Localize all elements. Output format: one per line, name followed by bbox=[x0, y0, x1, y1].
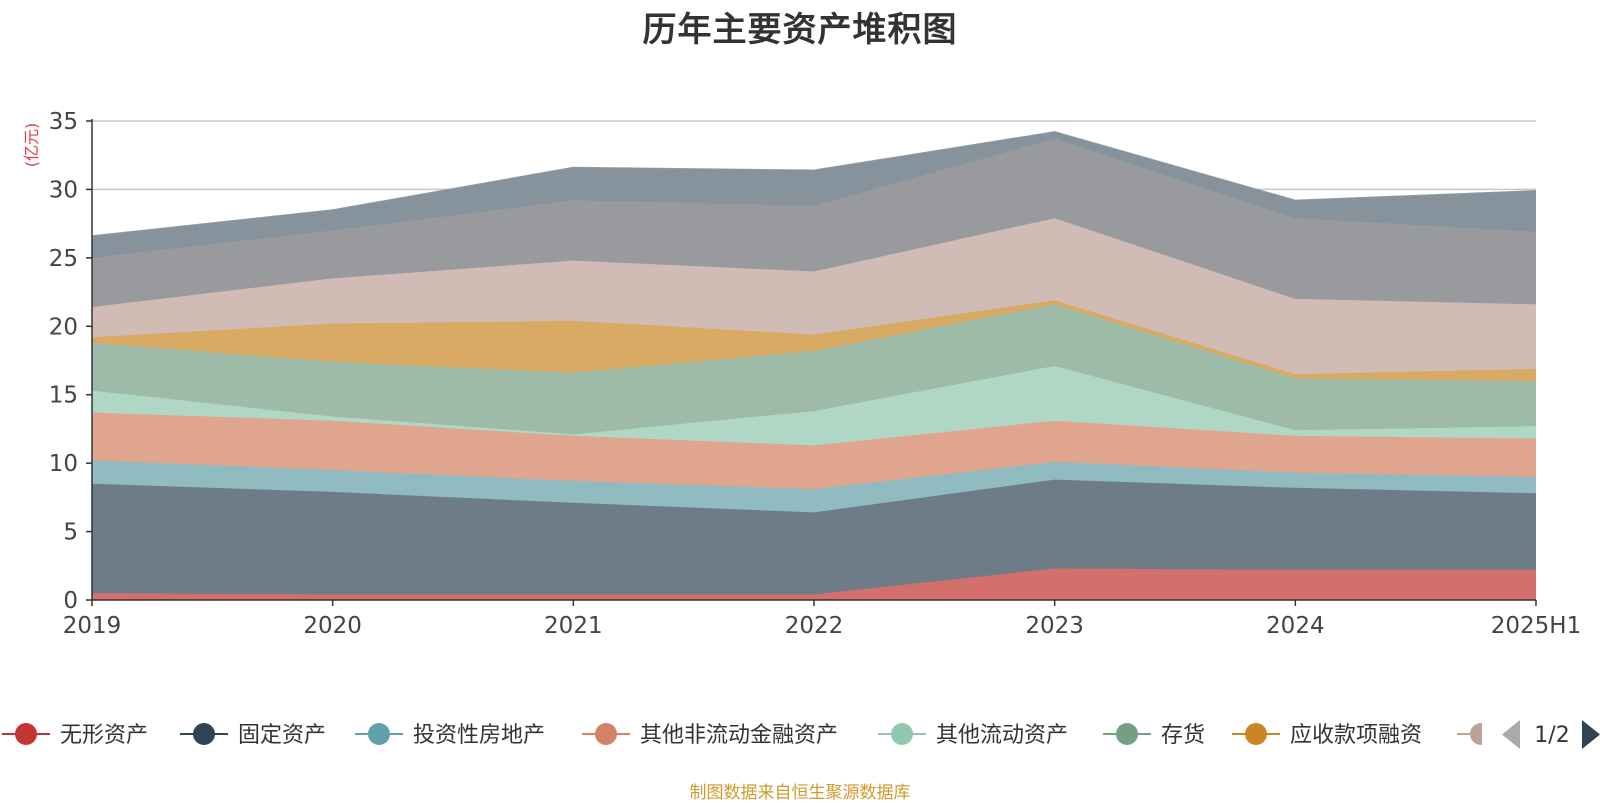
y-tick-label: 30 bbox=[49, 177, 78, 203]
x-tick-label: 2025H1 bbox=[1491, 613, 1581, 639]
legend-label: 应收款项融资 bbox=[1290, 723, 1422, 748]
legend-label: 投资性房地产 bbox=[413, 723, 545, 748]
y-tick-label: 15 bbox=[49, 383, 78, 409]
legend-item[interactable]: 存货 bbox=[1103, 723, 1205, 748]
area-series-2 bbox=[92, 479, 1536, 595]
y-tick-label: 5 bbox=[63, 520, 78, 546]
legend-label: 其他流动资产 bbox=[936, 723, 1068, 748]
x-tick-label: 2020 bbox=[303, 613, 362, 639]
area-series-4 bbox=[92, 412, 1536, 490]
legend-item[interactable]: 无形资产 bbox=[2, 723, 148, 748]
area-series-7 bbox=[92, 300, 1536, 381]
legend[interactable]: 无形资产 固定资产 投资性房地产 其他非流动金融资产 其他流动资产 存货 应收款项融资 1/2 bbox=[2, 718, 1600, 750]
legend-swatch-dot bbox=[15, 723, 37, 745]
legend-next-page-icon[interactable] bbox=[1582, 720, 1600, 749]
y-tick-label: 35 bbox=[49, 109, 78, 135]
area-series-1 bbox=[92, 568, 1536, 600]
x-tick-label: 2022 bbox=[785, 613, 844, 639]
legend-swatch-dot bbox=[1116, 723, 1138, 745]
x-tick-label: 2019 bbox=[63, 613, 122, 639]
legend-item[interactable]: 其他流动资产 bbox=[878, 723, 1068, 748]
area-series-edge-10 bbox=[91, 131, 1537, 237]
legend-label: 其他非流动金融资产 bbox=[640, 723, 838, 748]
area-series-8 bbox=[92, 218, 1536, 375]
y-tick-label: 0 bbox=[63, 588, 78, 614]
legend-label: 无形资产 bbox=[60, 723, 148, 748]
x-tick-label: 2023 bbox=[1025, 613, 1084, 639]
legend-swatch-dot bbox=[1245, 723, 1267, 745]
area-series-9 bbox=[92, 138, 1536, 308]
x-tick-label: 2024 bbox=[1266, 613, 1325, 639]
area-series-6 bbox=[92, 304, 1536, 435]
y-axis-unit-label: (亿元) bbox=[22, 123, 41, 168]
legend-item[interactable]: 其他非流动金融资产 bbox=[582, 723, 838, 748]
legend-pager-text: 1/2 bbox=[1534, 723, 1569, 748]
legend-swatch-dot bbox=[595, 723, 617, 745]
area-series bbox=[91, 131, 1537, 600]
y-tick-label: 20 bbox=[49, 314, 78, 340]
area-series-3 bbox=[92, 460, 1536, 513]
legend-clip-mask bbox=[1482, 718, 1498, 750]
legend-swatch-dot bbox=[891, 723, 913, 745]
legend-prev-page-icon[interactable] bbox=[1502, 720, 1520, 749]
legend-item[interactable]: 应收款项融资 bbox=[1232, 723, 1422, 748]
area-series-10 bbox=[92, 131, 1536, 258]
data-source-note: 制图数据来自恒生聚源数据库 bbox=[689, 783, 911, 803]
legend-label: 固定资产 bbox=[238, 723, 326, 748]
legend-label: 存货 bbox=[1161, 723, 1205, 748]
legend-swatch-dot bbox=[368, 723, 390, 745]
legend-item[interactable]: 投资性房地产 bbox=[355, 723, 545, 748]
y-tick-label: 25 bbox=[49, 246, 78, 272]
legend-swatch-dot bbox=[193, 723, 215, 745]
legend-item[interactable]: 固定资产 bbox=[180, 723, 326, 748]
y-tick-label: 10 bbox=[49, 451, 78, 477]
x-tick-label: 2021 bbox=[544, 613, 603, 639]
axes: 0 5 10 15 20 25 30 35 2019 2020 2021 2022 2023 2024 20… bbox=[49, 109, 1582, 639]
chart-title: 历年主要资产堆积图 bbox=[642, 10, 958, 50]
